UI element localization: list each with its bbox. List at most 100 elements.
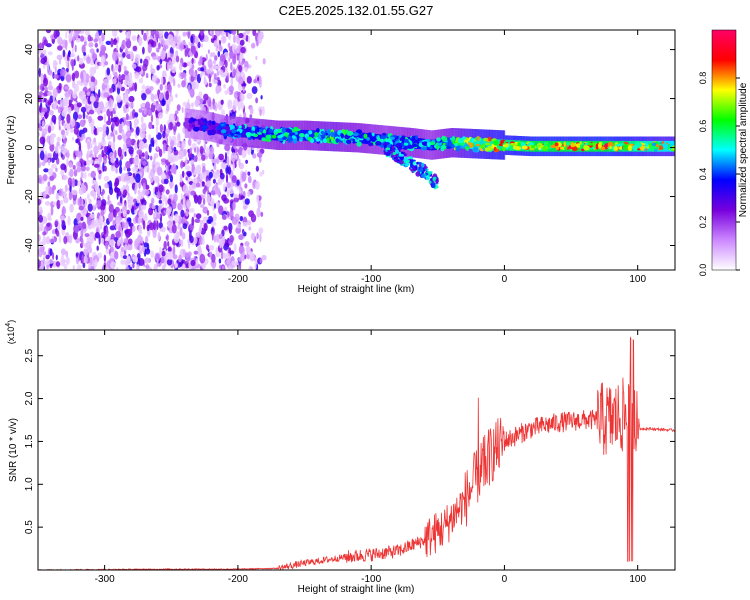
ridge-band [560, 140, 563, 152]
noise-speck [60, 260, 66, 267]
noise-speck [83, 71, 86, 78]
noise-speck [236, 223, 242, 229]
ridge-blob [283, 132, 289, 136]
ridge-blob [363, 133, 368, 139]
noise-speck [41, 93, 44, 103]
noise-speck [108, 141, 113, 146]
noise-speck [141, 84, 146, 90]
noise-speck [196, 100, 200, 106]
x-tick-label: 0 [502, 574, 508, 585]
noise-speck [164, 84, 168, 90]
noise-speck [112, 209, 117, 218]
noise-speck [123, 222, 129, 229]
colorbar-tick-label: 0.4 [698, 168, 708, 181]
noise-speck [231, 175, 237, 184]
noise-speck [166, 104, 170, 112]
noise-speck [149, 203, 152, 209]
noise-speck [101, 149, 104, 158]
noise-speck [259, 233, 262, 243]
noise-speck [39, 136, 46, 145]
noise-speck [45, 236, 51, 245]
noise-speck [38, 248, 43, 258]
ridge-band [334, 131, 337, 143]
noise-speck [89, 66, 95, 77]
ridge-blob [320, 130, 325, 135]
noise-speck [143, 58, 149, 68]
noise-speck [56, 141, 60, 147]
ridge-blob [588, 142, 593, 146]
noise-speck [77, 55, 80, 62]
noise-speck [61, 220, 66, 231]
noise-speck [220, 240, 225, 247]
noise-speck [158, 222, 163, 229]
noise-speck [56, 199, 61, 210]
noise-speck [216, 70, 219, 76]
noise-speck [115, 216, 121, 225]
noise-speck [156, 145, 159, 151]
noise-speck [227, 101, 233, 110]
noise-speck [48, 80, 52, 89]
noise-speck [68, 33, 72, 40]
noise-speck [188, 84, 191, 94]
noise-speck [80, 71, 84, 80]
noise-speck [114, 177, 120, 187]
noise-speck [140, 122, 147, 129]
noise-speck [78, 141, 82, 152]
ridge-blob [429, 141, 436, 146]
noise-speck [75, 252, 79, 257]
noise-speck [195, 165, 202, 175]
tail-blob [385, 147, 391, 151]
noise-speck [106, 134, 112, 140]
noise-speck [221, 194, 227, 202]
x-tick-label: -300 [95, 274, 115, 285]
noise-speck [186, 172, 192, 177]
ridge-blob [344, 134, 350, 140]
ridge-blob [466, 147, 469, 151]
noise-speck [158, 92, 164, 101]
noise-speck [210, 260, 217, 268]
ridge-blob [194, 120, 199, 126]
noise-speck [168, 113, 175, 123]
ridge-blob [295, 128, 301, 132]
noise-speck [65, 97, 70, 106]
noise-speck [191, 216, 195, 226]
noise-speck [165, 207, 172, 216]
noise-speck [98, 126, 104, 133]
noise-speck [43, 77, 48, 87]
ridge-band [478, 138, 480, 150]
ridge-blob [476, 139, 480, 145]
noise-speck [70, 53, 75, 58]
ridge-blob [285, 128, 291, 133]
noise-speck [93, 137, 96, 143]
noise-speck [127, 238, 133, 245]
noise-speck [122, 52, 126, 58]
noise-speck [66, 125, 71, 131]
ridge-band [449, 137, 452, 149]
noise-speck [98, 173, 102, 180]
noise-speck [122, 189, 128, 197]
noise-speck [54, 220, 59, 227]
y-tick-label: 2.0 [24, 391, 35, 405]
ridge-band [451, 137, 453, 149]
noise-speck [144, 257, 150, 264]
noise-speck [191, 182, 198, 189]
ridge-blob [600, 146, 606, 151]
noise-speck [233, 34, 236, 44]
tail-blob [421, 162, 425, 168]
noise-speck [190, 259, 196, 267]
noise-speck [143, 108, 147, 115]
noise-speck [82, 127, 88, 133]
noise-speck [238, 76, 244, 85]
noise-speck [47, 100, 52, 106]
noise-speck [211, 70, 214, 75]
noise-speck [225, 259, 231, 267]
noise-speck [170, 95, 174, 102]
noise-speck [199, 73, 203, 78]
noise-speck [38, 174, 43, 184]
ridge-blob [197, 118, 201, 124]
ridge-blob [441, 135, 446, 140]
ridge-blob [480, 144, 486, 149]
noise-speck [105, 248, 110, 255]
noise-speck [75, 138, 79, 144]
